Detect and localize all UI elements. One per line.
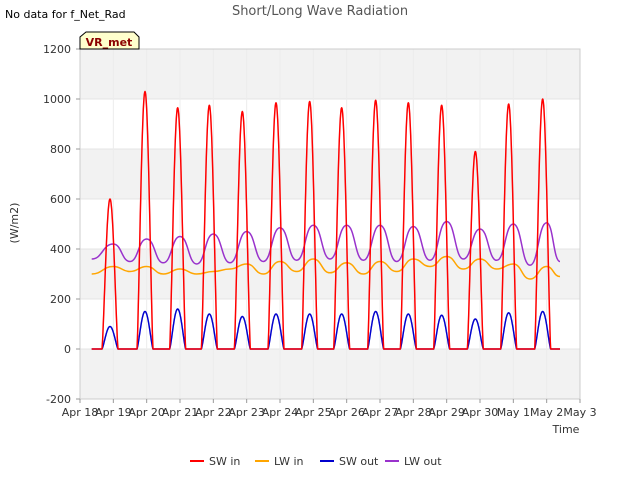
series-line-lw-in <box>91 255 561 280</box>
legend-item-lw-in: LW in <box>255 455 304 468</box>
x-tick-label: May 1 <box>497 406 530 419</box>
x-tick-label: May 2 <box>530 406 563 419</box>
y-tick-label: 600 <box>50 193 71 206</box>
y-tick-label: 400 <box>50 243 71 256</box>
grid-band <box>80 249 580 299</box>
x-tick-label: Apr 23 <box>228 406 265 419</box>
y-tick-label: 0 <box>64 343 71 356</box>
x-tick-label: Apr 24 <box>262 406 299 419</box>
x-tick-label: Apr 18 <box>62 406 99 419</box>
x-tick-label: Apr 22 <box>195 406 232 419</box>
grid-band <box>80 349 580 399</box>
badge-label: VR_met <box>86 36 133 49</box>
grid-band <box>80 49 580 99</box>
x-axis-label: Time <box>552 423 580 436</box>
x-tick-label: Apr 19 <box>95 406 132 419</box>
legend-item-sw-in: SW in <box>190 455 240 468</box>
series-line-sw-in <box>91 90 561 350</box>
y-axis-label: (W/m2) <box>8 203 21 244</box>
x-tick-label: Apr 28 <box>395 406 432 419</box>
x-tick-label: Apr 30 <box>462 406 499 419</box>
legend-item-lw-out: LW out <box>385 455 442 468</box>
y-tick-label: -200 <box>46 393 71 406</box>
y-tick-label: 800 <box>50 143 71 156</box>
x-tick-label: Apr 27 <box>362 406 399 419</box>
x-tick-label: Apr 29 <box>428 406 465 419</box>
legend-label: LW in <box>274 455 304 468</box>
chart-title: Short/Long Wave Radiation <box>232 4 408 19</box>
legend: SW in LW in SW out LW out <box>190 455 442 468</box>
no-data-note: No data for f_Net_Rad <box>5 8 126 21</box>
x-tick-label: Apr 21 <box>162 406 199 419</box>
y-tick-label: 1200 <box>43 43 71 56</box>
x-tick-label: May 3 <box>563 406 596 419</box>
plot-bands <box>80 49 580 399</box>
plot-series <box>91 90 561 350</box>
legend-label: SW out <box>339 455 379 468</box>
legend-label: LW out <box>404 455 442 468</box>
series-line-lw-out <box>91 220 561 267</box>
y-tick-label: 1000 <box>43 93 71 106</box>
x-tick-label: Apr 26 <box>328 406 365 419</box>
x-tick-label: Apr 20 <box>128 406 165 419</box>
badge-shape <box>79 31 140 50</box>
vr-met-badge: VR_met <box>79 31 140 50</box>
plot-frame <box>79 48 581 400</box>
y-axis-ticks: -200 0 200 400 600 800 1000 1200 <box>43 43 80 406</box>
x-tick-label: Apr 25 <box>295 406 332 419</box>
grid-band <box>80 149 580 199</box>
legend-label: SW in <box>209 455 240 468</box>
legend-item-sw-out: SW out <box>320 455 379 468</box>
y-tick-label: 200 <box>50 293 71 306</box>
